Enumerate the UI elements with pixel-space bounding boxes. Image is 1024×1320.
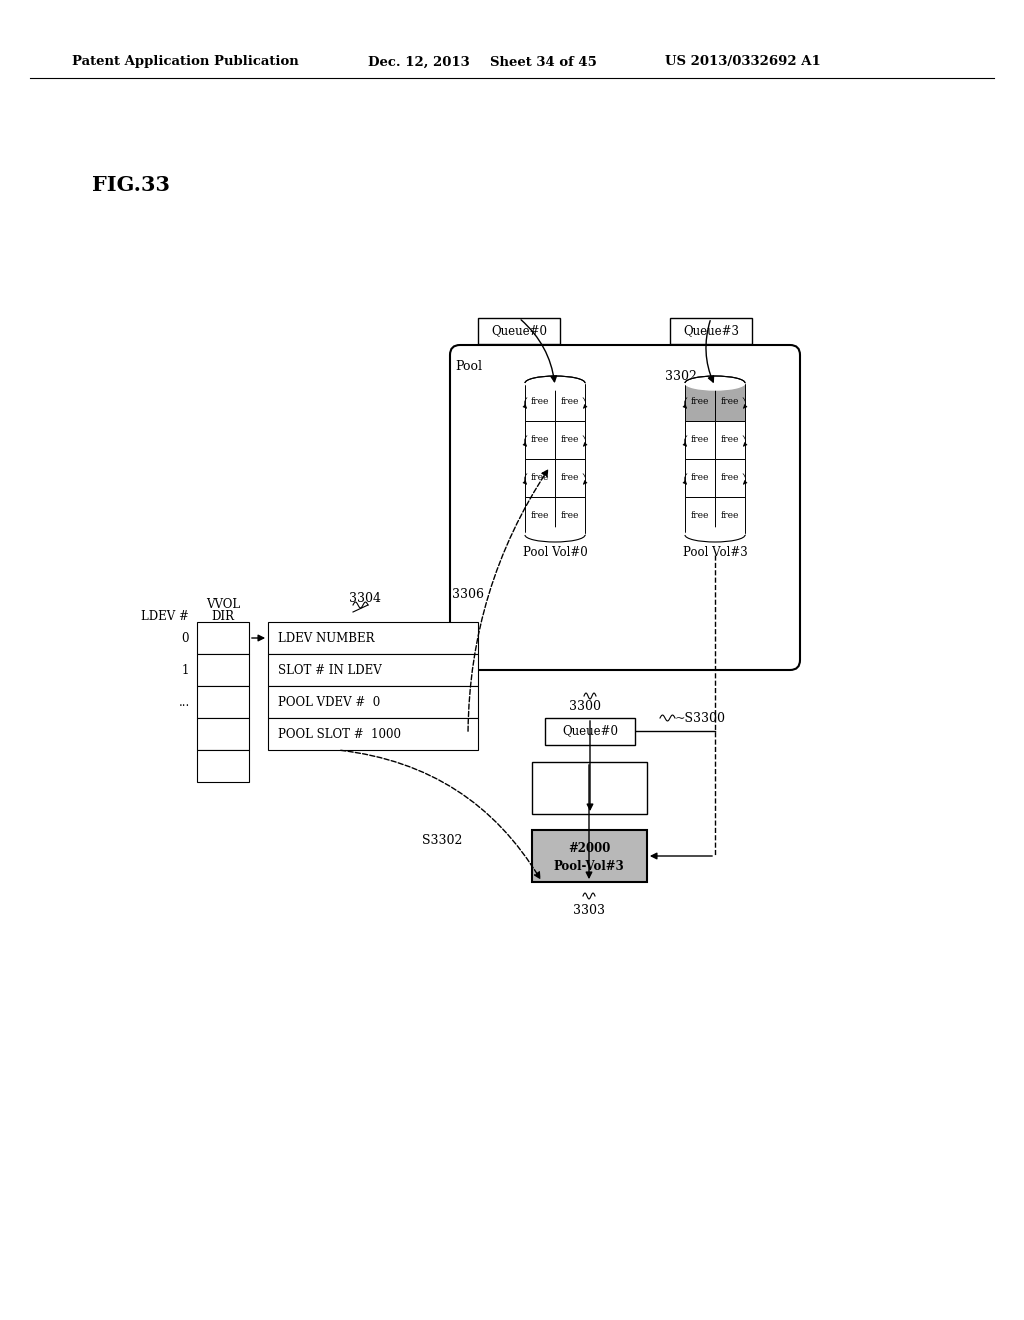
Bar — [525, 498, 555, 535]
Bar — [268, 718, 478, 750]
Bar — [532, 830, 647, 882]
Text: free: free — [561, 474, 580, 483]
Text: 3304: 3304 — [349, 591, 381, 605]
Text: SLOT # IN LDEV: SLOT # IN LDEV — [278, 664, 382, 676]
Bar — [715, 459, 745, 498]
Text: free: free — [530, 511, 549, 520]
Bar — [525, 383, 555, 421]
Bar — [545, 718, 635, 744]
Text: Sheet 34 of 45: Sheet 34 of 45 — [490, 55, 597, 69]
Text: DIR: DIR — [212, 610, 234, 623]
Bar — [555, 421, 585, 459]
Text: ...: ... — [179, 696, 190, 709]
Bar — [268, 686, 478, 718]
Text: free: free — [561, 511, 580, 520]
Text: 3303: 3303 — [573, 903, 605, 916]
Text: #2000: #2000 — [568, 842, 610, 854]
Text: free: free — [721, 511, 739, 520]
Bar — [685, 383, 715, 421]
Text: POOL VDEV #  0: POOL VDEV # 0 — [278, 696, 380, 709]
Bar — [478, 318, 560, 345]
Text: Patent Application Publication: Patent Application Publication — [72, 55, 299, 69]
Ellipse shape — [685, 528, 745, 543]
Text: Queue#0: Queue#0 — [562, 725, 618, 738]
FancyBboxPatch shape — [450, 345, 800, 671]
Text: ~S3300: ~S3300 — [675, 711, 726, 725]
Text: Pool Vol#0: Pool Vol#0 — [522, 546, 588, 560]
Text: Queue#0: Queue#0 — [490, 325, 547, 338]
Text: free: free — [721, 436, 739, 445]
Text: Pool Vol#3: Pool Vol#3 — [683, 546, 748, 560]
Bar — [555, 459, 585, 498]
Ellipse shape — [525, 528, 585, 543]
Text: Pool: Pool — [455, 360, 482, 374]
Text: free: free — [691, 474, 710, 483]
Bar — [715, 383, 745, 421]
Bar — [197, 750, 249, 781]
Bar — [715, 421, 745, 459]
Bar — [525, 459, 555, 498]
Text: free: free — [561, 397, 580, 407]
Text: free: free — [530, 397, 549, 407]
Text: free: free — [561, 436, 580, 445]
Bar — [268, 622, 478, 653]
Bar — [555, 383, 585, 421]
Text: free: free — [721, 397, 739, 407]
Bar — [197, 686, 249, 718]
Text: free: free — [691, 397, 710, 407]
Text: US 2013/0332692 A1: US 2013/0332692 A1 — [665, 55, 821, 69]
Text: LDEV NUMBER: LDEV NUMBER — [278, 631, 375, 644]
Bar — [268, 653, 478, 686]
Text: FIG.33: FIG.33 — [92, 176, 170, 195]
Bar — [670, 318, 752, 345]
Bar — [685, 498, 715, 535]
Bar — [685, 459, 715, 498]
Text: free: free — [691, 436, 710, 445]
Bar — [197, 653, 249, 686]
Text: free: free — [691, 511, 710, 520]
Text: Pool-Vol#3: Pool-Vol#3 — [554, 859, 625, 873]
Text: LDEV #: LDEV # — [141, 610, 189, 623]
Bar — [715, 498, 745, 535]
Text: Queue#3: Queue#3 — [683, 325, 739, 338]
Text: VVOL: VVOL — [206, 598, 240, 610]
Bar — [197, 718, 249, 750]
Bar — [685, 421, 715, 459]
Bar — [555, 498, 585, 535]
Text: S3302: S3302 — [422, 833, 462, 846]
Ellipse shape — [685, 376, 745, 389]
Ellipse shape — [525, 376, 585, 389]
Text: free: free — [530, 474, 549, 483]
Bar — [532, 762, 647, 814]
Text: POOL SLOT #  1000: POOL SLOT # 1000 — [278, 727, 401, 741]
Text: Dec. 12, 2013: Dec. 12, 2013 — [368, 55, 470, 69]
Text: 3300: 3300 — [569, 700, 601, 713]
Text: 3306: 3306 — [452, 587, 484, 601]
Text: free: free — [530, 436, 549, 445]
Bar — [197, 622, 249, 653]
Text: 1: 1 — [181, 664, 188, 676]
Text: 3302: 3302 — [665, 371, 697, 384]
Text: 0: 0 — [181, 631, 188, 644]
Text: free: free — [721, 474, 739, 483]
Bar — [525, 421, 555, 459]
